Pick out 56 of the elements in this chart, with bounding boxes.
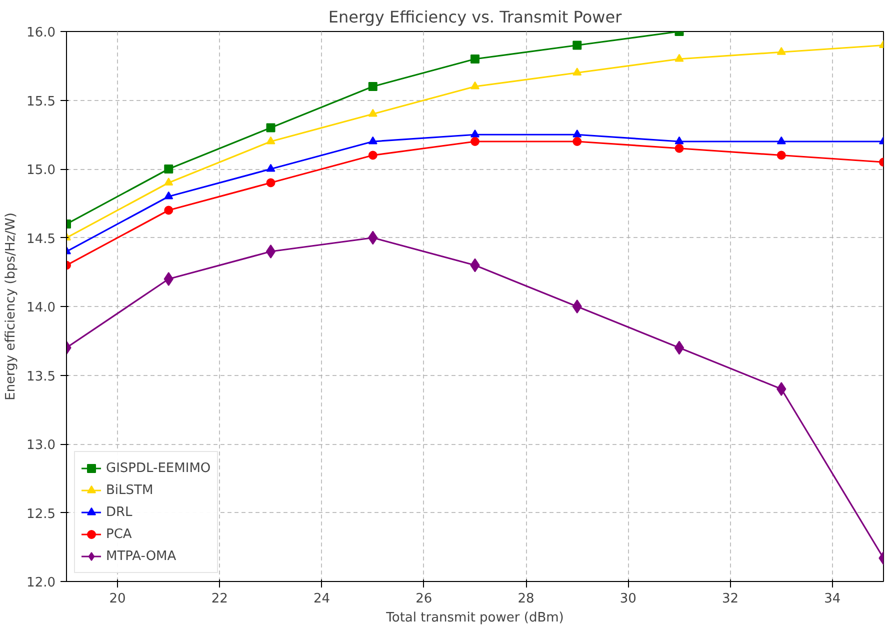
point xyxy=(776,150,786,160)
x-tick-label: 32 xyxy=(722,592,739,606)
y-tick-label: 12.5 xyxy=(26,506,56,522)
point xyxy=(470,137,480,146)
x-tick-label: 34 xyxy=(824,592,841,606)
point xyxy=(368,108,378,117)
point xyxy=(572,68,582,76)
point xyxy=(470,130,480,138)
y-tick-label: 12.0 xyxy=(26,576,56,590)
point xyxy=(164,272,174,286)
legend-label: GISPDL-EEMIMO xyxy=(106,460,211,476)
point xyxy=(368,150,378,160)
point xyxy=(776,136,786,144)
point xyxy=(164,191,174,200)
point xyxy=(572,137,582,146)
point xyxy=(164,164,174,174)
point xyxy=(368,136,378,144)
y-axis-title: Energy efficiency (bps/Hz/W) xyxy=(4,212,19,400)
y-tick-label: 15.0 xyxy=(26,163,56,178)
point xyxy=(674,340,684,355)
point xyxy=(266,136,276,144)
point xyxy=(674,144,684,153)
y-tick-label: 16.0 xyxy=(26,26,56,40)
point xyxy=(266,123,276,132)
point xyxy=(164,178,174,186)
legend-label: MTPA-OMA xyxy=(106,548,176,564)
x-tick-label: 20 xyxy=(109,592,126,606)
legend-label: DRL xyxy=(106,504,132,520)
point xyxy=(368,82,378,91)
point xyxy=(674,54,684,62)
chart-title: Energy Efficiency vs. Transmit Power xyxy=(328,8,622,26)
legend-label: BiLSTM xyxy=(106,482,154,498)
x-tick-label: 22 xyxy=(211,592,228,606)
point xyxy=(674,136,684,144)
point xyxy=(572,130,582,138)
legend-label: PCA xyxy=(106,526,132,542)
point xyxy=(164,206,174,215)
point xyxy=(776,382,786,396)
point xyxy=(266,178,276,188)
x-tick-label: 26 xyxy=(416,592,432,606)
point xyxy=(266,244,276,258)
y-tick-label: 15.5 xyxy=(26,94,56,110)
y-tick-label: 14.0 xyxy=(26,300,56,316)
point xyxy=(470,81,480,90)
x-tick-label: 24 xyxy=(314,592,330,606)
point xyxy=(776,47,786,55)
y-tick-label: 13.5 xyxy=(26,369,56,384)
x-tick-label: 30 xyxy=(620,592,636,606)
x-axis-title: Total transmit power (dBm) xyxy=(385,610,564,626)
point xyxy=(572,40,582,50)
point xyxy=(572,300,582,314)
x-tick-label: 28 xyxy=(518,592,534,606)
point xyxy=(470,54,480,64)
y-tick-label: 13.0 xyxy=(26,438,56,453)
point xyxy=(266,164,276,172)
y-tick-label: 14.5 xyxy=(26,232,56,247)
